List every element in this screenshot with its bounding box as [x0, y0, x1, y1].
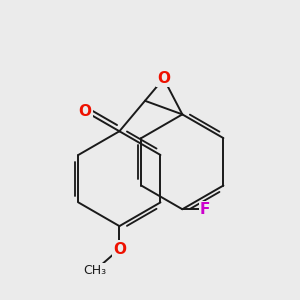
Text: F: F	[200, 202, 211, 217]
Text: O: O	[79, 104, 92, 119]
Text: O: O	[157, 71, 170, 86]
Text: O: O	[113, 242, 126, 256]
Text: CH₃: CH₃	[83, 264, 106, 277]
